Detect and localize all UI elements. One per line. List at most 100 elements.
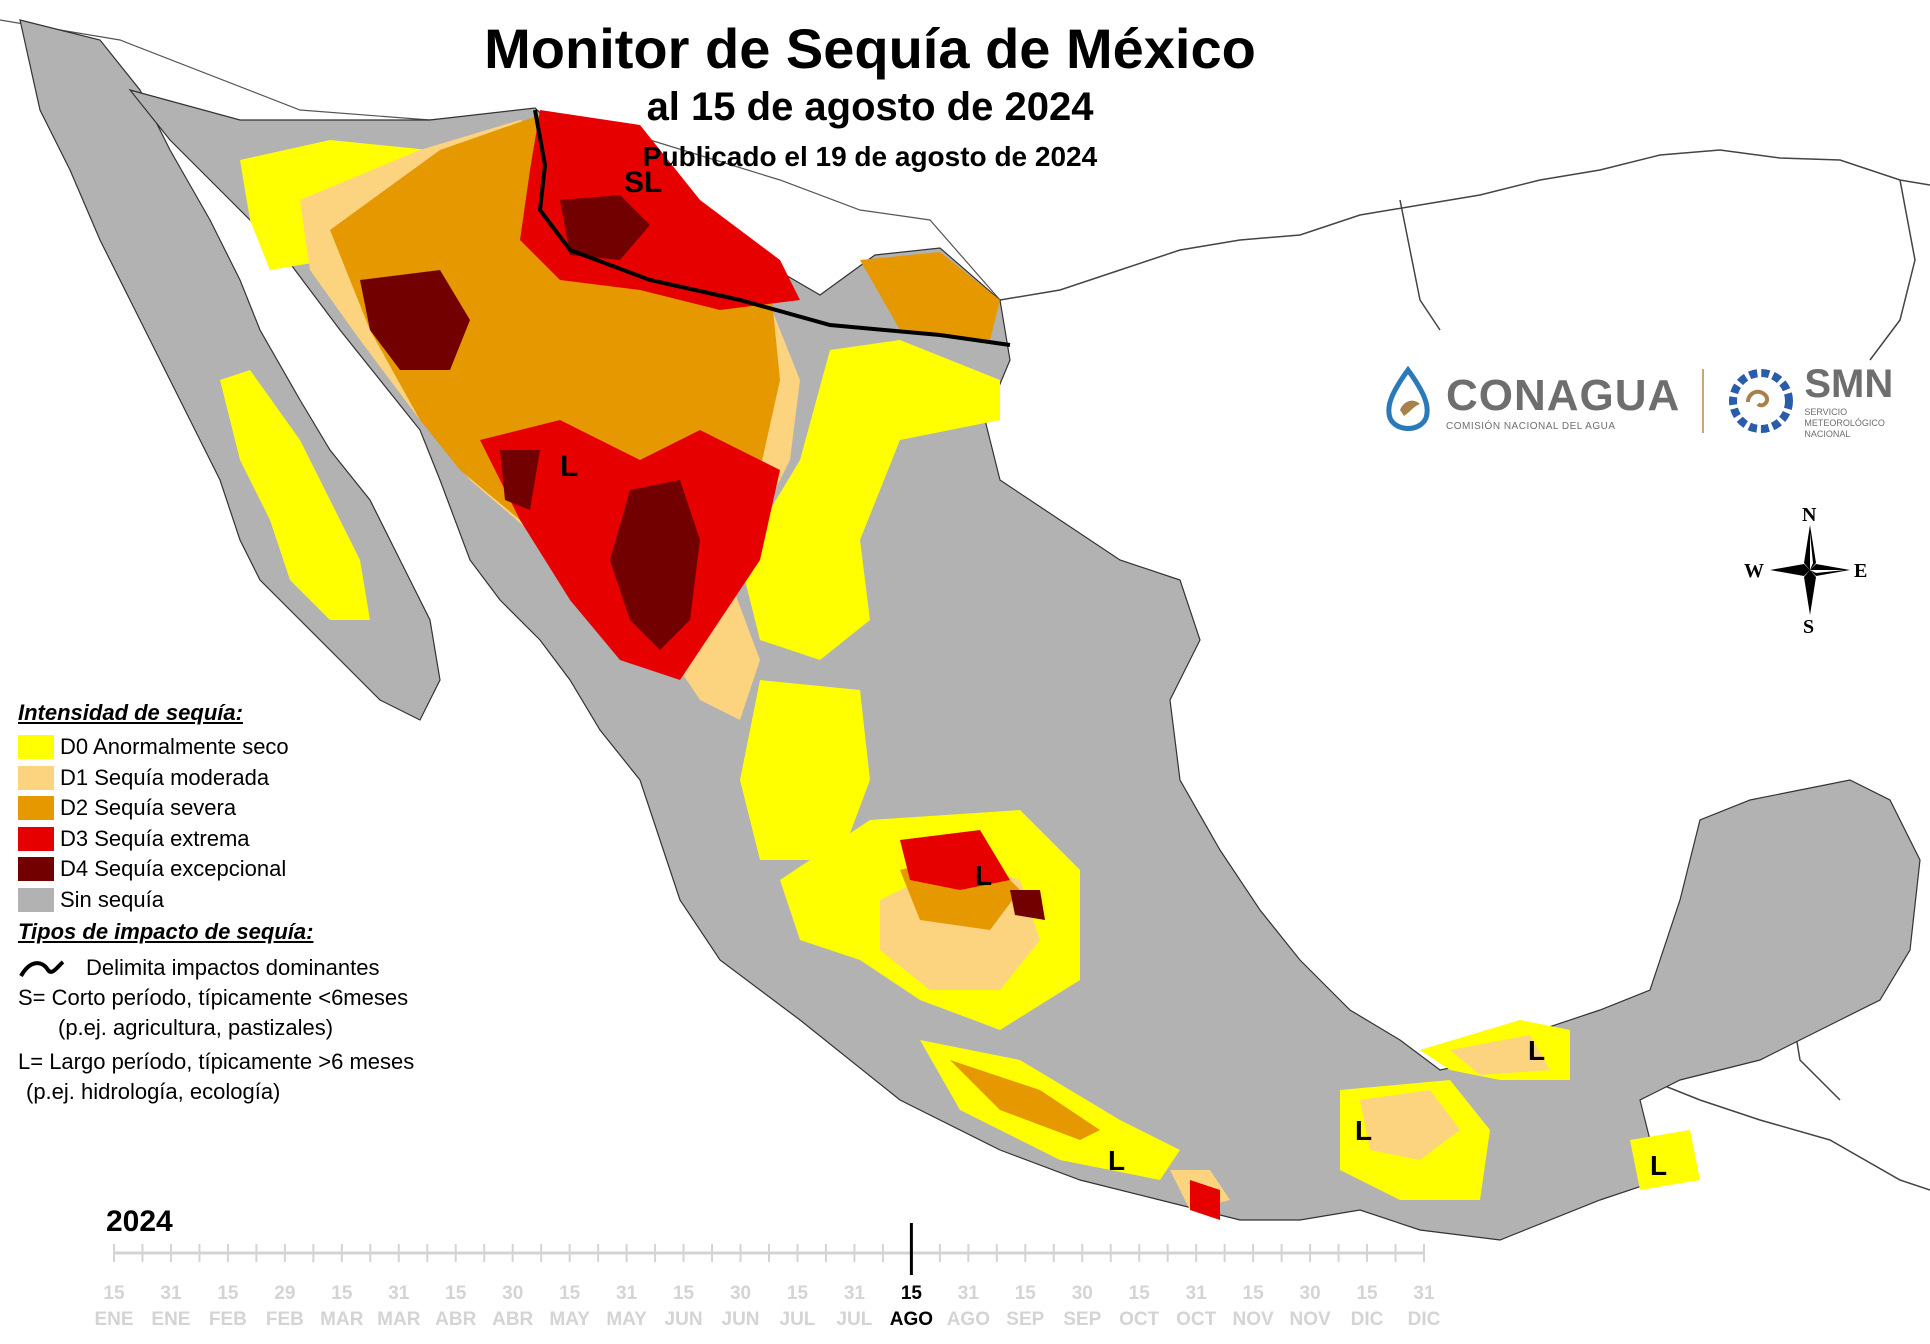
legend-label: D0 Anormalmente seco [60, 734, 289, 760]
timeline-day-label: 15 [445, 1283, 467, 1304]
legend-item: D4 Sequía excepcional [18, 854, 414, 885]
legend-swatch [18, 796, 54, 821]
timeline-month-label: JUL [836, 1309, 872, 1330]
timeline-month-label: MAY [549, 1309, 590, 1330]
compass-w: W [1744, 560, 1764, 582]
conagua-subtitle: COMISIÓN NACIONAL DEL AGUA [1446, 420, 1616, 432]
timeline-day-label: 15 [787, 1283, 809, 1304]
impact-heading: Tipos de impacto de sequía: [18, 919, 314, 944]
timeline-month-label: ABR [435, 1309, 476, 1330]
impact-boundary-line [533, 109, 1011, 347]
legend-swatch [18, 735, 54, 760]
timeline-day-label: 31 [160, 1283, 182, 1304]
legend-item: D1 Sequía moderada [18, 763, 414, 794]
map-label-l-center: L [975, 860, 992, 891]
legend-label: D1 Sequía moderada [60, 764, 270, 790]
compass-rose-icon: N S W E [1744, 505, 1867, 635]
timeline-month-label: AGO [947, 1309, 990, 1330]
timeline-month-label: FEB [266, 1309, 304, 1330]
legend: Intensidad de sequía: D0 Anormalmente se… [18, 700, 414, 1107]
map-label-l-guerrero: L [1108, 1145, 1125, 1176]
timeline-month-label: FEB [209, 1309, 247, 1330]
legend-heading: Intensidad de sequía: [18, 700, 243, 725]
timeline-day-label: 15 [559, 1283, 581, 1304]
compass-s: S [1803, 616, 1814, 635]
agency-logos: CONAGUA COMISIÓN NACIONAL DEL AGUA SMN S… [1380, 362, 1893, 440]
map-label-sl: SL [624, 166, 662, 199]
boundary-line-icon [19, 960, 65, 978]
map-title: Monitor de Sequía de México [484, 17, 1256, 80]
impact-s-line2: (p.ej. agricultura, pastizales) [58, 1015, 334, 1040]
smn-sub-2: METEOROLÓGICO [1804, 418, 1885, 428]
legend-swatch [18, 857, 54, 882]
timeline-month-label: MAY [606, 1309, 647, 1330]
legend-item: D0 Anormalmente seco [18, 732, 414, 763]
timeline-year: 2024 [106, 1205, 173, 1238]
timeline: 15 ENE 31 ENE 15 FEB 29 FEB 15 MAR 31 MAR 15 ABR 30 ABR… [94, 1223, 1441, 1330]
legend-label: D2 Sequía severa [60, 795, 237, 821]
smn-wordmark: SMN [1804, 362, 1894, 406]
timeline-day-label: 15 [901, 1283, 923, 1304]
title-block: Monitor de Sequía de México al 15 de ago… [480, 18, 1260, 174]
timeline-day-label: 31 [616, 1283, 638, 1304]
timeline-day-label: 30 [1300, 1283, 1321, 1304]
compass-n: N [1802, 505, 1817, 526]
impact-s-line1: S= Corto período, típicamente <6meses [18, 985, 409, 1010]
timeline-day-label: 15 [673, 1283, 695, 1304]
timeline-day-label: 31 [1186, 1283, 1208, 1304]
timeline-month-label: ENE [151, 1309, 190, 1330]
legend-swatch [18, 765, 54, 790]
impact-l-line2: (p.ej. hidrología, ecología) [26, 1079, 281, 1104]
timeline-month-label: MAR [320, 1309, 364, 1330]
impact-line-label: Delimita impactos dominantes [86, 955, 380, 980]
timeline-day-label: 31 [1413, 1283, 1435, 1304]
timeline-month-label: JUN [665, 1309, 703, 1330]
timeline-month-label: OCT [1119, 1309, 1160, 1330]
timeline-month-label: JUN [722, 1309, 760, 1330]
map-label-l-tabasco: L [1528, 1035, 1545, 1066]
timeline-day-label: 15 [331, 1283, 353, 1304]
timeline-day-label: 31 [844, 1283, 866, 1304]
gulf-coastline [999, 149, 1930, 361]
legend-swatch [18, 887, 54, 912]
timeline-day-label: 31 [958, 1283, 980, 1304]
timeline-day-label: 15 [103, 1283, 125, 1304]
map-label-l-sonora: L [560, 450, 578, 483]
timeline-day-label: 31 [388, 1283, 410, 1304]
timeline-month-label: NOV [1289, 1309, 1331, 1330]
smn-sub-1: SERVICIO [1804, 407, 1848, 417]
timeline-day-label: 15 [1015, 1283, 1037, 1304]
timeline-day-label: 30 [730, 1283, 751, 1304]
timeline-day-label: 15 [1356, 1283, 1378, 1304]
impact-l-line1: L= Largo período, típicamente >6 meses [18, 1049, 415, 1074]
timeline-month-label: SEP [1063, 1309, 1101, 1330]
timeline-month-label: SEP [1006, 1309, 1044, 1330]
timeline-day-label: 15 [1129, 1283, 1151, 1304]
smn-sub-3: NACIONAL [1804, 429, 1851, 439]
legend-label: D4 Sequía excepcional [60, 856, 287, 882]
map-label-l-oaxaca: L [1355, 1115, 1372, 1146]
timeline-day-label: 15 [217, 1283, 239, 1304]
timeline-month-label: MAR [377, 1309, 421, 1330]
timeline-month-label: ENE [94, 1309, 133, 1330]
timeline-month-label: ABR [492, 1309, 533, 1330]
timeline-month-label: NOV [1233, 1309, 1275, 1330]
impact-line-entry: Delimita impactos dominantes [18, 953, 414, 983]
timeline-month-label: OCT [1176, 1309, 1217, 1330]
impact-legend: Tipos de impacto de sequía: Delimita imp… [18, 919, 414, 1107]
timeline-day-label: 15 [1243, 1283, 1265, 1304]
timeline-day-label: 30 [1072, 1283, 1093, 1304]
legend-swatch [18, 826, 54, 851]
timeline-day-label: 29 [274, 1283, 295, 1304]
conagua-logo-icon [1386, 366, 1430, 431]
legend-item: Sin sequía [18, 885, 414, 916]
timeline-month-label: DIC [1351, 1309, 1384, 1330]
timeline-day-label: 30 [502, 1283, 523, 1304]
legend-label: D3 Sequía extrema [60, 825, 250, 851]
timeline-month-label: DIC [1408, 1309, 1441, 1330]
smn-logo-icon [1729, 369, 1794, 433]
timeline-month-label: JUL [780, 1309, 816, 1330]
published-date: Publicado el 19 de agosto de 2024 [642, 141, 1098, 172]
conagua-wordmark: CONAGUA [1446, 370, 1681, 420]
